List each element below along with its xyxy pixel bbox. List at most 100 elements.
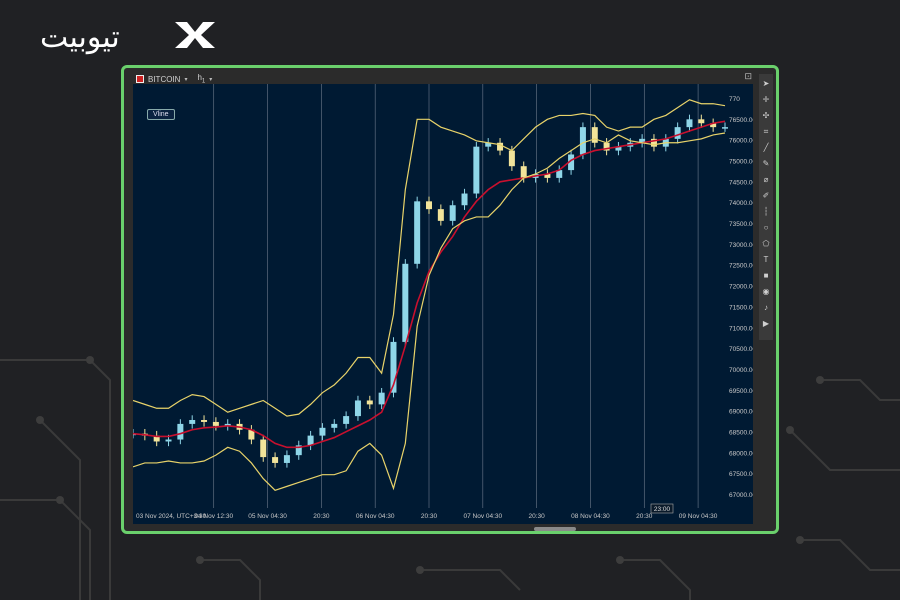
move-icon[interactable]: ✣ (762, 111, 770, 120)
brand-logo: تیوبیت (18, 14, 218, 55)
candle-body (426, 201, 432, 210)
candle-body (461, 193, 468, 206)
text-icon[interactable]: T (763, 255, 769, 264)
x-tick-label: 05 Nov 04:30 (248, 513, 287, 520)
y-tick-label: 71500.00 (729, 304, 753, 311)
candle-body (520, 166, 527, 178)
circle-icon[interactable]: ○ (763, 223, 769, 232)
chart-svg: 770 76500.00 76000.00 75000.00 74500.00 74000… (130, 84, 756, 520)
candle-body (414, 201, 421, 264)
candle-body (378, 392, 385, 405)
symbol-flag-icon (136, 75, 144, 83)
pointer-icon[interactable]: ⌗ (763, 127, 769, 136)
x-tick-label: 09 Nov 04:30 (679, 513, 718, 520)
brand-name: تیوبیت (40, 20, 120, 55)
candle-body (437, 209, 444, 221)
brush-icon[interactable]: ⌀ (763, 175, 769, 184)
chart-toolbar: BITCOIN ▾ h1 ▾ (136, 72, 212, 86)
candle-body (722, 127, 728, 129)
candle-body (283, 455, 290, 463)
candle-body (354, 400, 361, 417)
lower-band-line (132, 132, 726, 491)
candle-body (260, 439, 267, 458)
play-icon[interactable]: ▶ (762, 319, 770, 328)
candle-body (508, 150, 515, 167)
timeframe-dropdown-icon[interactable]: ▾ (209, 76, 213, 83)
symbol-selector[interactable]: BITCOIN (148, 74, 181, 84)
candle-body (710, 123, 717, 128)
y-tick-label: 68000.00 (729, 450, 753, 457)
candle-body (615, 146, 622, 151)
candle-body (319, 427, 326, 436)
candle-body (165, 439, 172, 442)
timeframe-selector[interactable]: h1 (197, 73, 205, 85)
y-tick-label: 74000.00 (729, 200, 753, 207)
vline-tag[interactable]: Vline (147, 109, 175, 120)
candle-body (295, 445, 302, 456)
line-icon[interactable]: ╱ (763, 143, 769, 152)
x-tick-label: 04 Nov 12:30 (194, 513, 233, 520)
drawing-toolbar: ➤ ✛ ✣ ⌗ ╱ ✎ ⌀ ✐ ┆ ○ ⬠ T ■ ◉ ♪ ▶ (759, 74, 773, 340)
candle-body (650, 138, 657, 147)
x-tick-label: 08 Nov 04:30 (571, 513, 610, 520)
y-tick-label: 71000.00 (729, 325, 753, 332)
y-tick-label: 67000.00 (729, 492, 753, 499)
candle-body (698, 119, 705, 124)
candle-body (473, 146, 480, 194)
y-tick-label: 76500.00 (729, 117, 753, 124)
x-tick-label: 06 Nov 04:30 (356, 513, 395, 520)
candle-body (390, 341, 397, 393)
y-tick-label: 76000.00 (729, 138, 753, 145)
y-tick-label: 70000.00 (729, 367, 753, 374)
chart-window: BITCOIN ▾ h1 ▾ ⊡ 770 76500.00 76000.00 7500… (121, 65, 779, 534)
candle-body (343, 416, 350, 424)
time-marker-label: 23:00 (654, 506, 671, 513)
y-tick-label: 72000.00 (729, 284, 753, 291)
candle-body (189, 420, 196, 424)
y-tick-label: 74500.00 (729, 179, 753, 186)
y-tick-label: 70500.00 (729, 346, 753, 353)
y-tick-label: 72500.00 (729, 263, 753, 270)
horizontal-scrollbar[interactable] (534, 527, 576, 531)
timeframe-sub: 1 (201, 78, 206, 85)
camera-icon[interactable]: ◉ (762, 287, 770, 296)
candle-body (248, 429, 255, 440)
shape-icon[interactable]: ⬠ (762, 239, 770, 248)
y-tick-label: 69500.00 (729, 388, 753, 395)
y-tick-label: 69000.00 (729, 409, 753, 416)
brand-mark-icon (175, 22, 215, 48)
candle-body (212, 421, 219, 426)
moving-average-line (132, 120, 726, 449)
candle-body (591, 127, 598, 143)
candle-body (272, 457, 279, 463)
plot-area[interactable]: 770 76500.00 76000.00 75000.00 74500.00 74000… (130, 84, 756, 524)
crosshair-icon[interactable]: ✛ (762, 95, 770, 104)
pencil-icon[interactable]: ✐ (762, 191, 770, 200)
candle-body (307, 435, 314, 446)
candle-body (177, 423, 184, 440)
candle-body (402, 263, 409, 342)
x-tick-label: 20:30 (421, 513, 438, 520)
x-tick-label: 20:30 (528, 513, 545, 520)
arrow-icon[interactable]: ➤ (762, 79, 770, 88)
candle-body (224, 423, 231, 426)
candle-body (686, 119, 693, 128)
window-maximize-icon[interactable]: ⊡ (744, 71, 752, 81)
bell-icon[interactable]: ♪ (764, 303, 768, 312)
candle-body (366, 400, 373, 405)
square-icon[interactable]: ■ (763, 271, 769, 280)
candle-body (331, 423, 338, 428)
symbol-dropdown-icon[interactable]: ▾ (184, 76, 188, 83)
timeframe-label: h (197, 73, 202, 83)
x-tick-label: 07 Nov 04:30 (463, 513, 502, 520)
y-tick-label: 75000.00 (729, 159, 753, 166)
upper-band-line (132, 99, 726, 417)
dotted-line-icon[interactable]: ┆ (763, 207, 769, 216)
y-tick-label: 770 (729, 96, 740, 103)
candle-body (153, 435, 160, 442)
candle-body (556, 170, 563, 178)
candle-body (497, 142, 504, 151)
pen-icon[interactable]: ✎ (762, 159, 770, 168)
y-tick-label: 67500.00 (729, 471, 753, 478)
